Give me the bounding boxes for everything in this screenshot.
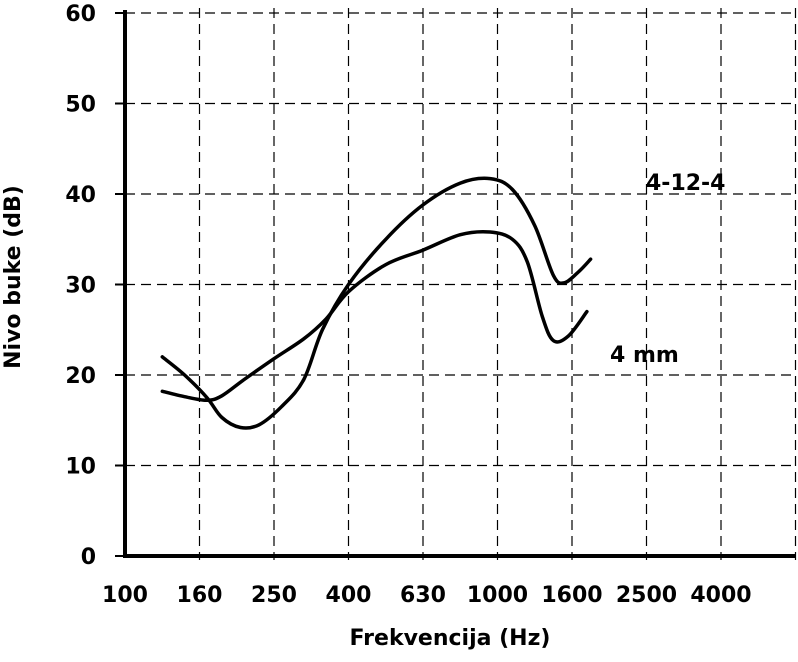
x-tick-labels: 100 160 250 400 630 1000 1600 2500 4000	[102, 583, 752, 608]
x-tick-label-160: 160	[177, 583, 223, 608]
series-label-4-12-4: 4-12-4	[646, 171, 726, 196]
grid	[125, 8, 797, 560]
x-axis-title: Frekvencija (Hz)	[350, 626, 551, 651]
y-tick-label-0: 0	[81, 545, 96, 570]
y-tick-label-30: 30	[65, 274, 96, 299]
y-tick-labels: 0 10 20 30 40 50 60	[65, 2, 125, 570]
series-line-4-12-4	[160, 176, 593, 430]
x-tick-label-400: 400	[326, 583, 372, 608]
y-axis-title: Nivo buke (dB)	[1, 185, 26, 369]
y-tick-label-20: 20	[65, 364, 96, 389]
x-tick-label-250: 250	[251, 583, 297, 608]
x-tick-label-100: 100	[102, 583, 148, 608]
series-label-4-mm: 4 mm	[610, 343, 679, 368]
y-tick-label-50: 50	[65, 93, 96, 118]
series-labels: 4-12-4 4 mm	[610, 171, 726, 368]
x-tick-label-1000: 1000	[467, 583, 528, 608]
y-tick-label-60: 60	[65, 2, 96, 27]
x-tick-label-630: 630	[400, 583, 446, 608]
y-tick-label-10: 10	[65, 455, 96, 480]
x-tick-label-1600: 1600	[541, 583, 602, 608]
y-tick-label-40: 40	[65, 183, 96, 208]
x-tick-label-4000: 4000	[690, 583, 751, 608]
series-lines	[160, 176, 593, 430]
x-tick-label-2500: 2500	[616, 583, 677, 608]
series-line-4-mm	[160, 229, 589, 403]
